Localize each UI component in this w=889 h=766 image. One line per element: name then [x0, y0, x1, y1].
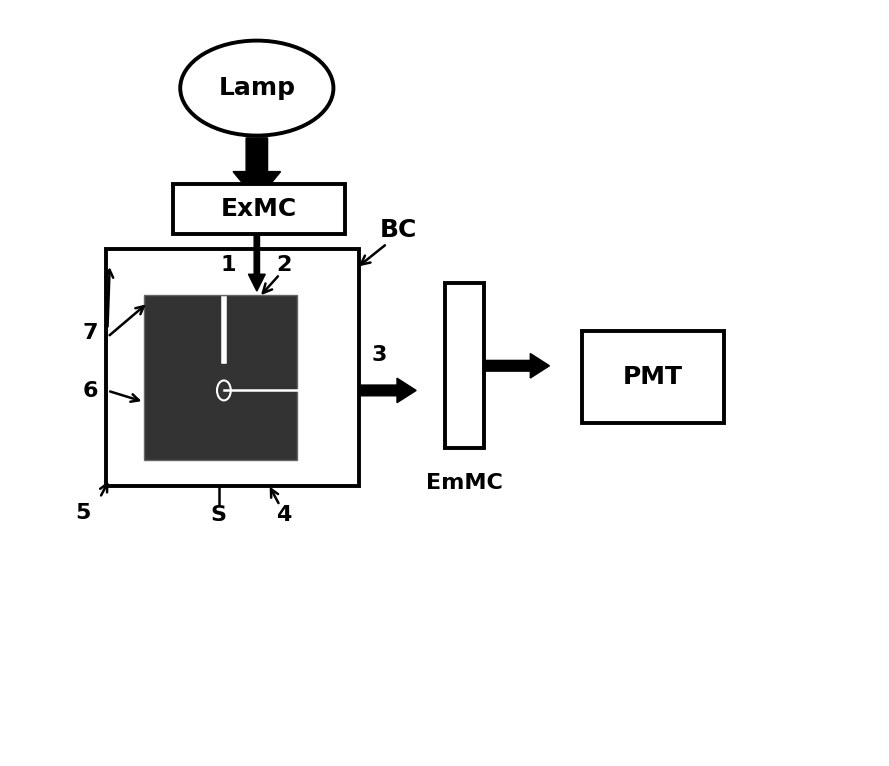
- Text: 4: 4: [276, 505, 292, 525]
- FancyArrow shape: [233, 138, 281, 201]
- Text: Lamp: Lamp: [219, 76, 295, 100]
- Ellipse shape: [180, 41, 333, 136]
- Text: BC: BC: [380, 218, 417, 242]
- Text: 2: 2: [276, 255, 292, 275]
- Text: 7: 7: [83, 323, 99, 343]
- Bar: [106, 249, 358, 486]
- Bar: [444, 283, 485, 448]
- FancyArrow shape: [485, 354, 549, 378]
- Text: ExMC: ExMC: [220, 197, 297, 221]
- FancyArrow shape: [248, 234, 265, 291]
- Text: 1: 1: [220, 255, 236, 275]
- Bar: [144, 295, 298, 460]
- Bar: [582, 331, 724, 423]
- Text: 6: 6: [83, 381, 99, 401]
- Text: EmMC: EmMC: [426, 473, 503, 493]
- Text: S: S: [211, 505, 227, 525]
- Bar: [172, 184, 345, 234]
- FancyArrow shape: [358, 378, 416, 403]
- Text: PMT: PMT: [623, 365, 684, 389]
- Text: 5: 5: [76, 503, 91, 523]
- Text: 3: 3: [372, 345, 387, 365]
